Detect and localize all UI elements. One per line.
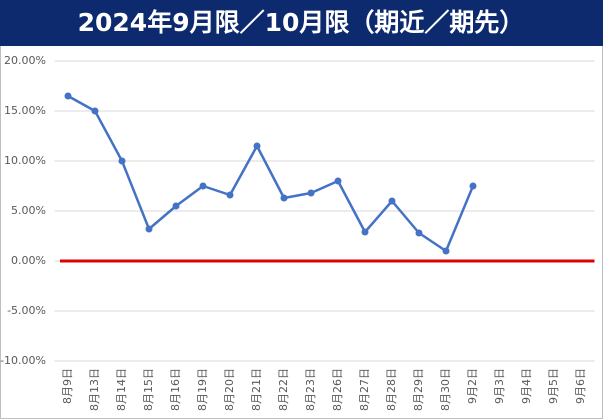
x-tick-label: 8月27日 <box>358 368 371 411</box>
y-tick-label: -10.00% <box>0 354 46 367</box>
x-tick-label: 9月6日 <box>574 368 587 404</box>
y-tick-label: 15.00% <box>4 104 46 117</box>
point <box>334 177 342 185</box>
point <box>118 157 126 165</box>
x-tick-label: 8月15日 <box>142 368 155 411</box>
y-tick-label: 0.00% <box>11 254 46 267</box>
point <box>307 189 315 197</box>
point <box>442 247 450 255</box>
x-tick-label: 9月5日 <box>547 368 560 404</box>
point <box>361 228 369 236</box>
x-tick-label: 8月14日 <box>115 368 128 411</box>
x-tick-label: 9月3日 <box>493 368 506 404</box>
x-tick-label: 8月28日 <box>385 368 398 411</box>
x-tick-label: 8月26日 <box>331 368 344 411</box>
x-tick-label: 9月2日 <box>466 368 479 404</box>
point <box>469 182 477 190</box>
point <box>199 182 207 190</box>
y-tick-label: -5.00% <box>7 304 46 317</box>
x-tick-label: 8月22日 <box>277 368 290 411</box>
point <box>388 197 396 205</box>
point <box>226 191 234 199</box>
x-tick-label: 8月23日 <box>304 368 317 411</box>
y-tick-label: 5.00% <box>11 204 46 217</box>
point <box>172 202 180 210</box>
x-tick-label: 8月21日 <box>250 368 263 411</box>
x-tick-label: 8月30日 <box>439 368 452 411</box>
title-bar <box>0 0 603 46</box>
point <box>253 142 261 150</box>
point <box>280 194 288 202</box>
point <box>415 229 423 237</box>
y-tick-label: 10.00% <box>4 154 46 167</box>
x-tick-label: 8月19日 <box>196 368 209 411</box>
x-tick-label: 8月13日 <box>88 368 101 411</box>
chart-title: 2024年9月限／10月限（期近／期先） <box>78 8 525 37</box>
x-tick-label: 8月16日 <box>169 368 182 411</box>
point <box>64 92 72 100</box>
point <box>91 107 99 115</box>
point <box>145 225 153 233</box>
line <box>67 94 475 253</box>
x-tick-label: 8月9日 <box>61 368 74 404</box>
y-tick-label: 20.00% <box>4 54 46 67</box>
x-tick-label: 8月29日 <box>412 368 425 411</box>
x-tick-label: 9月4日 <box>520 368 533 404</box>
x-tick-label: 8月20日 <box>223 368 236 411</box>
